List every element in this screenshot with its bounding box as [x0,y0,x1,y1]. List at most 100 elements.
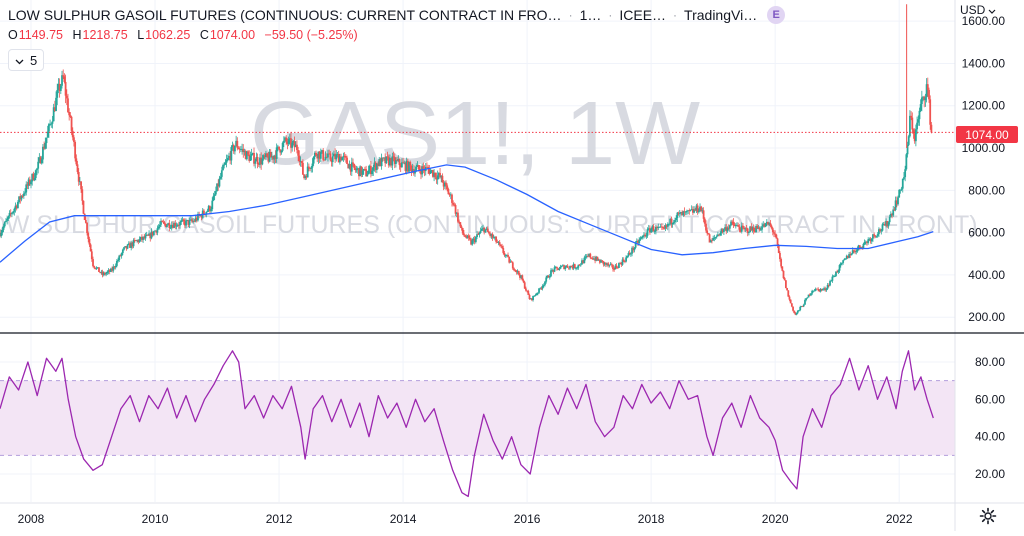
candle-body [144,235,147,239]
ma-indicator-toggle[interactable]: 5 [8,49,45,71]
candle-body [219,176,222,179]
candle-body [217,183,220,187]
candle-body [845,255,848,259]
ma-line [0,164,934,263]
candle-body [272,156,274,160]
candle-body [298,155,301,162]
candle-body [123,247,125,250]
candle-body [461,228,464,234]
candle-body [717,234,719,237]
candle-body [792,306,794,311]
candle-body [510,261,513,263]
candle-body [548,276,551,278]
candle-body [472,238,475,241]
candle-body [705,223,707,231]
candle-body [12,211,15,214]
candle-body [92,259,94,267]
candle-body [576,267,579,269]
candle-body [133,240,136,241]
candle-body [463,233,465,236]
candle-body [359,166,362,177]
candle-body [688,210,691,212]
candle-body [547,275,550,278]
candle-body [330,159,333,163]
candle-body [47,124,50,132]
candle-body [646,229,649,236]
candle-body [241,148,243,150]
candle-body [634,242,637,248]
candle-body [643,234,645,236]
candle-body [379,158,382,167]
candle-body [916,122,918,130]
candle-body [594,258,596,261]
candle-body [291,142,294,148]
candle-body [918,110,921,120]
candle-body [860,247,862,248]
candle-body [192,220,195,222]
candle-body [899,189,902,191]
candle-body [473,238,476,243]
gear-icon[interactable] [978,506,998,526]
chevron-down-icon[interactable] [15,53,24,68]
candle-body [749,226,752,233]
candle-body [212,195,215,201]
exchange-label[interactable]: ICEE… [619,7,667,23]
symbol-legend[interactable]: LOW SULPHUR GASOIL FUTURES (CONTINUOUS: … [8,6,786,24]
symbol-title[interactable]: LOW SULPHUR GASOIL FUTURES (CONTINUOUS: … [8,7,562,23]
candle-body [784,280,787,288]
currency-selector[interactable]: USD [960,3,996,17]
earnings-badge[interactable]: E [767,6,786,24]
candle-body [429,170,432,174]
legend-separator-dot: · [608,8,613,22]
candle-body [647,228,650,230]
candle-body [151,231,154,236]
candle-body [807,294,810,298]
candle-body [682,211,685,216]
candle-body [247,151,249,155]
candle-body [527,291,530,295]
candle-body [496,241,499,243]
legend-separator-dot: · [568,8,573,22]
candle-body [703,218,706,224]
candle-body [391,156,394,166]
candle-body [225,160,228,163]
interval-label[interactable]: 1… [579,7,602,23]
candle-body [260,157,263,165]
rsi-tick-label: 20.00 [975,467,1005,481]
candle-body [284,137,286,141]
candle-body [505,254,508,256]
candle-body [724,227,726,230]
candle-body [155,230,158,233]
candle-body [485,228,488,230]
candle-body [468,237,471,240]
candle-body [107,270,110,272]
candle-body [362,169,365,171]
candle-body [668,223,670,225]
candle-body [142,236,145,240]
y-tick-label: 600.00 [968,226,1005,240]
candle-body [268,152,271,162]
candle-body [352,162,354,164]
candle-body [888,216,891,223]
candle-body [497,242,500,244]
candle-body [39,157,42,164]
candle-body [882,224,885,225]
candle-body [818,289,821,292]
rsi-tick-label: 80.00 [975,355,1005,369]
candle-body [459,222,462,227]
candle-body [188,219,191,225]
candle-body [513,268,515,271]
y-tick-label: 800.00 [968,183,1005,197]
candle-body [532,295,534,301]
candle-body [442,182,445,187]
candle-body [551,269,554,271]
candle-body [77,171,80,182]
candle-body [38,157,41,162]
candle-body [726,227,729,232]
candle-body [582,260,585,264]
candle-body [535,293,538,296]
candle-body [84,220,87,223]
candle-body [460,226,463,229]
candle-body [458,221,461,223]
